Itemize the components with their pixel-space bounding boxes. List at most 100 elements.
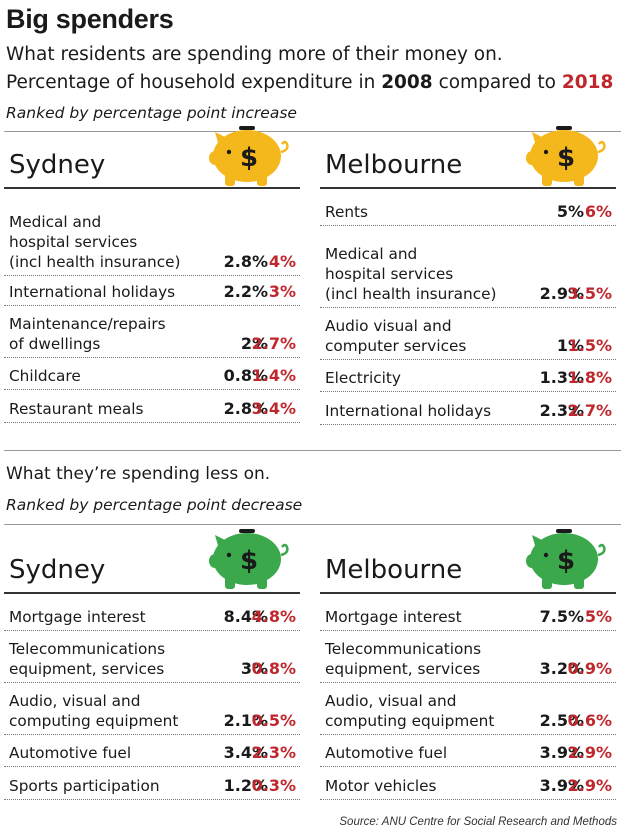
city-name: Sydney xyxy=(9,150,106,180)
row-label: Mortgage interest xyxy=(325,608,462,626)
row-label: Audio visual and computer services xyxy=(325,317,467,355)
sydney-less-panel: Sydney $ Mortgage interest 8.4% 4.8% Telecomm… xyxy=(4,529,300,805)
table-row: Telecommunications equipment, services 3.2… xyxy=(320,631,616,683)
value-2008: 7.5% xyxy=(539,607,584,626)
value-2018: 1.5% xyxy=(567,336,612,355)
city-name: Melbourne xyxy=(325,150,463,180)
svg-text:$: $ xyxy=(557,546,575,576)
divider xyxy=(4,450,621,451)
value-2018: 0.6% xyxy=(567,711,612,730)
table-row: Childcare 0.8% 1.4% xyxy=(4,358,300,390)
melbourne-more-panel: Melbourne $ Rents 5% 6% Medical and hospital s… xyxy=(320,126,616,434)
value-2008: 3.9% xyxy=(539,776,584,795)
value-2008: 3.9% xyxy=(539,743,584,762)
value-2018: 0.8% xyxy=(251,659,296,678)
row-label: International holidays xyxy=(9,283,176,301)
table-row: International holidays 2.2% 3% xyxy=(4,276,300,306)
value-2008: 2.8% xyxy=(223,252,268,271)
table-row: Medical and hospital services (incl health… xyxy=(4,194,300,276)
table-row: Automotive fuel 3.4% 2.3% xyxy=(4,735,300,767)
value-2008: 1.2% xyxy=(223,776,268,795)
value-2018: 3.4% xyxy=(251,399,296,418)
table-row: Audio, visual and computing equipment 2.1%… xyxy=(4,683,300,735)
value-2008: 2.1% xyxy=(223,711,268,730)
value-2018: 1.8% xyxy=(567,368,612,387)
table-row: Sports participation 1.2% 0.3% xyxy=(4,767,300,800)
value-2008: 2.5% xyxy=(539,711,584,730)
value-2008: 2.9% xyxy=(539,284,584,303)
table-row: Audio, visual and computing equipment 2.5%… xyxy=(320,683,616,735)
row-label: Childcare xyxy=(9,367,81,385)
value-2018: 4.8% xyxy=(251,607,296,626)
subtitle-line-1: What residents are spending more of thei… xyxy=(6,44,503,65)
rank-decrease-label: Ranked by percentage point decrease xyxy=(6,496,303,514)
value-2008: 2.8% xyxy=(223,399,268,418)
year-2008: 2008 xyxy=(381,72,433,93)
melbourne-less-panel: Melbourne $ Mortgage interest 7.5% 5% Telecom… xyxy=(320,529,616,805)
rank-increase-label: Ranked by percentage point increase xyxy=(6,104,297,122)
city-underline xyxy=(320,592,616,594)
row-label: Automotive fuel xyxy=(325,744,448,762)
value-2018: 2.9% xyxy=(567,776,612,795)
expense-rows: Mortgage interest 8.4% 4.8% Telecommunicati… xyxy=(4,599,300,800)
value-2018: 2.3% xyxy=(251,743,296,762)
subtitle-line-2: Percentage of household expenditure in 2… xyxy=(6,71,613,95)
table-row: Rents 5% 6% xyxy=(320,194,616,226)
table-row: Medical and hospital services (incl health… xyxy=(320,226,616,308)
value-2008: 3.2% xyxy=(539,659,584,678)
value-2008: 3% xyxy=(240,659,268,678)
value-2018: 4% xyxy=(268,252,296,271)
table-row: Maintenance/repairs of dwellings 2% 2.7% xyxy=(4,306,300,358)
row-label: International holidays xyxy=(325,402,492,420)
value-2018: 1.4% xyxy=(251,366,296,385)
value-2008: 2.2% xyxy=(223,282,268,301)
expense-rows: Mortgage interest 7.5% 5% Telecommunication… xyxy=(320,599,616,800)
page-title: Big spenders xyxy=(6,4,174,34)
value-2018: 0.9% xyxy=(567,659,612,678)
row-label: Rents xyxy=(325,203,369,221)
table-row: Restaurant meals 2.8% 3.4% xyxy=(4,390,300,423)
svg-text:$: $ xyxy=(557,143,575,173)
city-name: Sydney xyxy=(9,555,106,585)
city-underline xyxy=(4,592,300,594)
piggy-bank-icon: $ xyxy=(526,122,610,188)
row-label: Telecommunications equipment, services xyxy=(325,640,482,678)
table-row: Audio visual and computer services 1% 1.5% xyxy=(320,308,616,360)
value-2018: 0.3% xyxy=(251,776,296,795)
row-label: Medical and hospital services (incl health… xyxy=(325,245,497,303)
row-label: Restaurant meals xyxy=(9,400,144,418)
sydney-more-panel: Sydney $ Medical and hospital services (incl… xyxy=(4,126,300,434)
value-2008: 3.4% xyxy=(223,743,268,762)
row-label: Sports participation xyxy=(9,777,160,795)
table-row: Automotive fuel 3.9% 2.9% xyxy=(320,735,616,767)
piggy-bank-icon: $ xyxy=(209,122,293,188)
table-row: Mortgage interest 7.5% 5% xyxy=(320,599,616,631)
piggy-bank-icon: $ xyxy=(209,525,293,591)
value-2018: 3% xyxy=(268,282,296,301)
value-2008: 5% xyxy=(556,202,584,221)
piggy-bank-icon: $ xyxy=(526,525,610,591)
row-label: Electricity xyxy=(325,369,401,387)
row-label: Telecommunications equipment, services xyxy=(9,640,166,678)
year-2018: 2018 xyxy=(561,72,614,93)
divider xyxy=(4,524,621,525)
svg-text:$: $ xyxy=(240,143,258,173)
source-note: Source: ANU Centre for Social Research a… xyxy=(339,816,617,828)
row-label: Medical and hospital services (incl health… xyxy=(9,213,181,271)
row-label: Audio, visual and computing equipment xyxy=(325,692,495,730)
city-underline xyxy=(320,187,616,189)
table-row: Mortgage interest 8.4% 4.8% xyxy=(4,599,300,631)
row-label: Automotive fuel xyxy=(9,744,132,762)
table-row: International holidays 2.3% 2.7% xyxy=(320,392,616,425)
value-2018: 2.9% xyxy=(567,743,612,762)
row-label: Motor vehicles xyxy=(325,777,437,795)
city-name: Melbourne xyxy=(325,555,463,585)
value-2008: 2.3% xyxy=(539,401,584,420)
value-2008: 1.3% xyxy=(539,368,584,387)
divider xyxy=(4,131,621,132)
subtitle-mid: compared to xyxy=(432,72,562,93)
row-label: Mortgage interest xyxy=(9,608,146,626)
value-2018: 6% xyxy=(584,202,612,221)
row-label: Maintenance/repairs of dwellings xyxy=(9,315,166,353)
city-underline xyxy=(4,187,300,189)
